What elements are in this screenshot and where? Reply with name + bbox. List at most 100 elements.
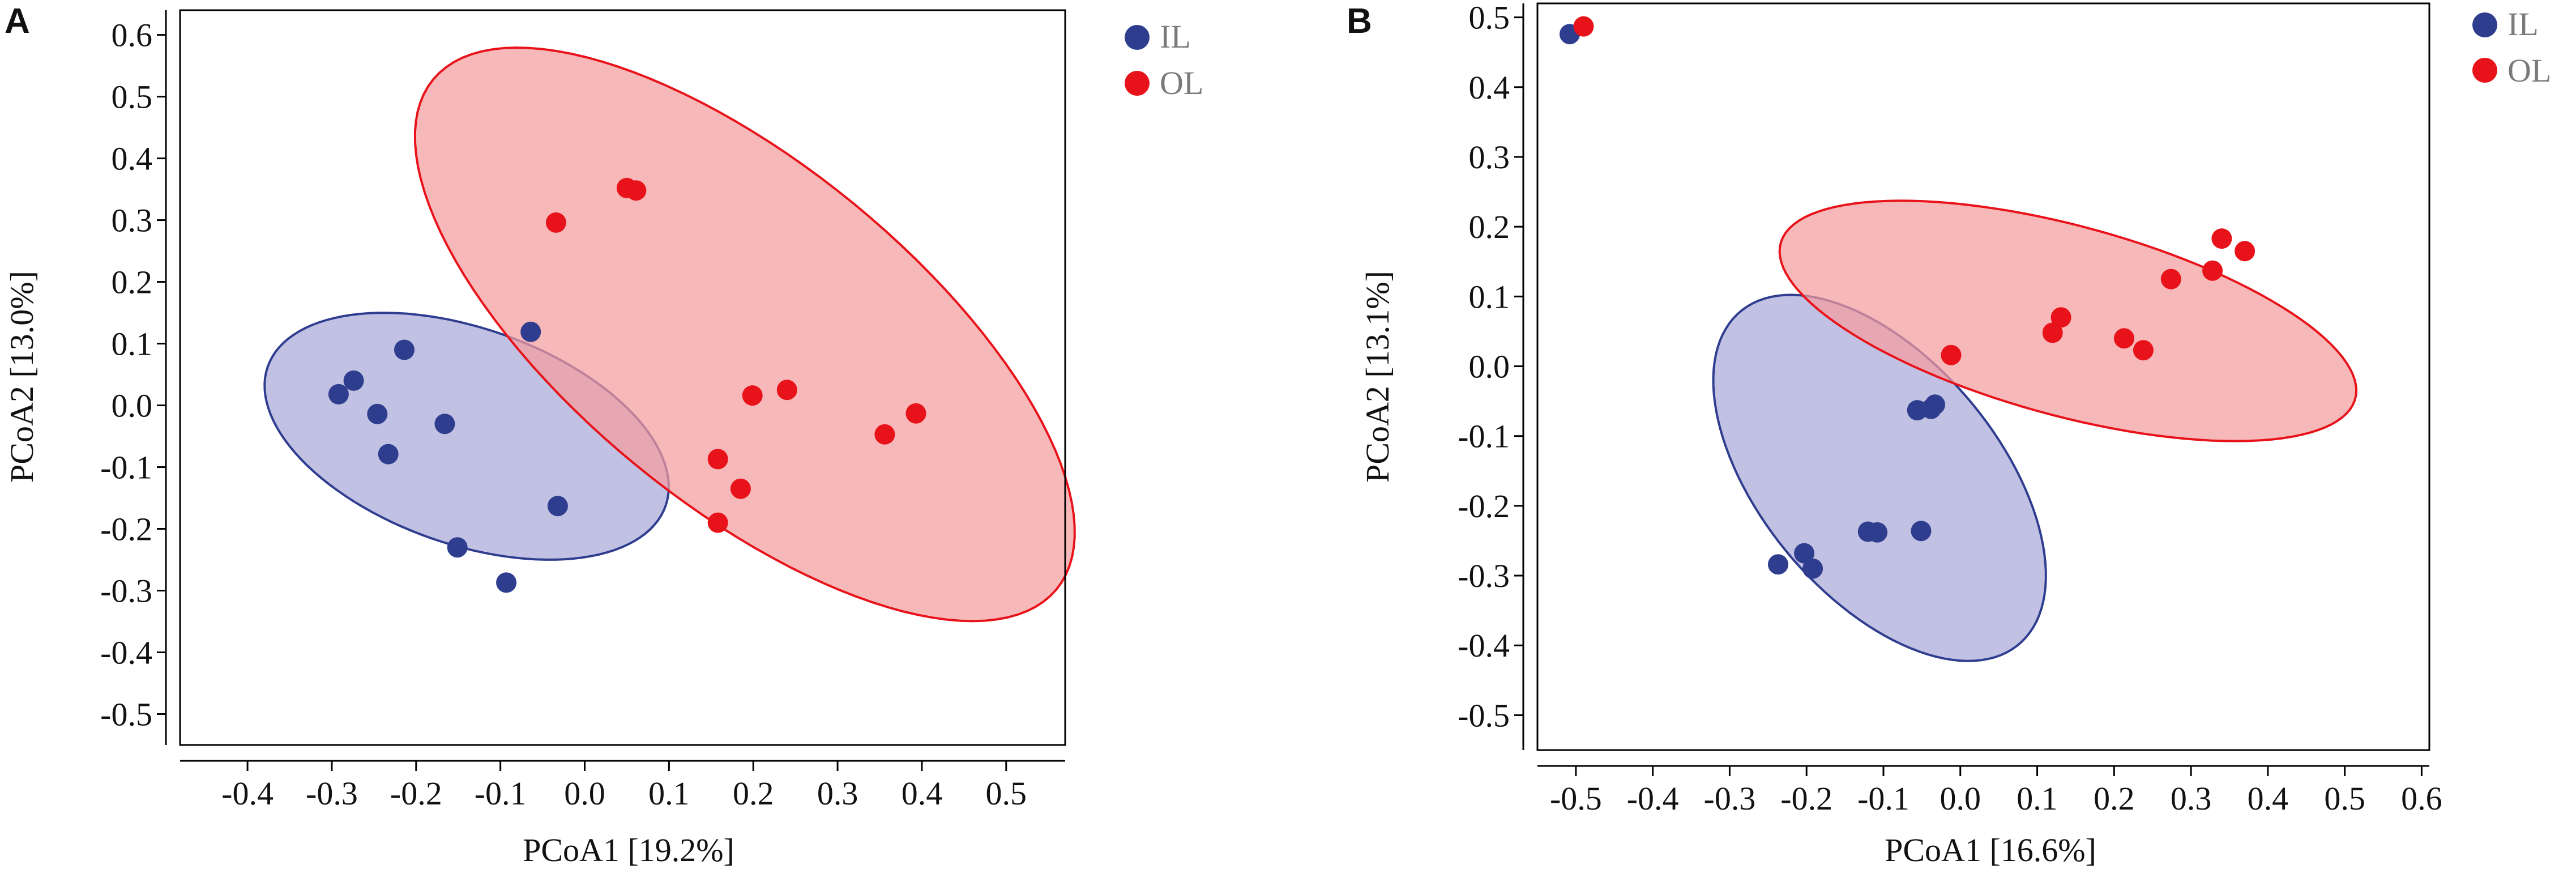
panel-a-ellipses [263, 46, 1076, 623]
panel-a-x-tick-label: -0.4 [221, 775, 274, 812]
panel-a-point-il-7 [520, 321, 541, 342]
panel-a-point-ol-1 [545, 212, 566, 233]
panel-b-x-tick-label: 0.6 [2401, 780, 2442, 817]
panel-b-x-tick-label: 0.2 [2094, 780, 2135, 817]
panel-b-x-axis-title: PCoA1 [16.6%] [1885, 832, 2096, 868]
panel-a-x-tick-label: 0.0 [564, 775, 605, 812]
panel-b-legend-marker-il [2472, 12, 2497, 37]
panel-a-y-tick-label: -0.5 [100, 696, 152, 733]
panel-b-y-tick-label: -0.4 [1458, 627, 1510, 664]
panel-a-point-il-3 [367, 403, 388, 424]
panel-b-x-tick-label: -0.4 [1627, 780, 1679, 817]
panel-b-y-axis-title: PCoA2 [13.1%] [1359, 271, 1396, 483]
panel-b-point-ol-4 [2050, 307, 2071, 328]
panel-a-plot-frame [179, 9, 1066, 746]
panel-a-point-ol-9 [730, 478, 751, 499]
panel-a-x-tick-label: -0.3 [306, 775, 358, 812]
panel-a-y-tick-label: -0.1 [100, 449, 152, 486]
panel-a-y-tick-label: -0.4 [100, 634, 152, 671]
panel-b-point-ol-8 [2202, 260, 2223, 281]
panel-b-y-tick-label: 0.4 [1469, 69, 1510, 106]
panel-a-point-ol-3 [626, 180, 647, 201]
panel-a-point-ol-10 [707, 512, 728, 533]
panel-a-y-tick-label: -0.3 [100, 573, 152, 610]
panel-a-x-tick-label: 0.4 [902, 775, 943, 812]
panel-b-x-tick-label: 0.3 [2171, 780, 2212, 817]
panel-a-point-ol-7 [905, 403, 926, 424]
panel-a-y-tick-label: 0.1 [112, 326, 153, 363]
panel-a-point-il-9 [447, 537, 468, 558]
panel-b-legend-label-il: IL [2507, 6, 2539, 42]
panel-a-point-il-5 [378, 444, 399, 465]
panel-b-point-il-4 [1925, 394, 1945, 415]
panel-b-x-tick-label: -0.5 [1550, 780, 1602, 817]
panel-b-ellipse-il [1712, 293, 2047, 662]
panel-b-y-tick-label: -0.5 [1458, 697, 1510, 734]
panel-a-label: A [5, 2, 30, 41]
panel-b-plot-frame [1536, 2, 2430, 751]
panel-b-legend-label-ol: OL [2507, 52, 2551, 89]
panel-b-point-il-6 [1794, 543, 1815, 564]
panel-a-legend-marker-il [1125, 25, 1150, 50]
panel-b-point-ol-5 [2114, 328, 2134, 349]
panel-b-x-tick-label: -0.1 [1857, 780, 1909, 817]
panel-b-x-tick-label: -0.2 [1780, 780, 1832, 817]
panel-b-point-il-10 [1911, 521, 1932, 542]
panel-a: A -0.4 -0.3 -0.2 -0.1 0.0 0.1 0.2 0.3 0.4 0.5 -0.… [3, 2, 1203, 868]
panel-b-legend-marker-ol [2472, 58, 2497, 83]
panel-a-ellipse-ol [413, 46, 1076, 623]
panel-a-y-tick-label: 0.5 [112, 79, 153, 116]
panel-a-y-tick-label: 0.0 [112, 387, 153, 424]
panel-a-x-axis: -0.4 -0.3 -0.2 -0.1 0.0 0.1 0.2 0.3 0.4 0.5 [180, 760, 1065, 812]
panel-a-point-ol-5 [776, 380, 797, 401]
panel-b-legend: IL OL [2472, 6, 2551, 89]
panel-a-point-ol-8 [707, 449, 728, 470]
panel-a-point-il-10 [496, 572, 517, 593]
panel-a-point-il-4 [394, 339, 415, 360]
panel-b-y-tick-label: 0.1 [1469, 278, 1510, 315]
panel-b-y-tick-label: -0.1 [1458, 418, 1510, 455]
panel-a-y-axis: -0.5 -0.4 -0.3 -0.2 -0.1 0.0 0.1 0.2 0.3 0.4 0.5 0.… [100, 10, 167, 745]
panel-b-label: B [1347, 2, 1372, 41]
panel-b-point-ol-3 [2042, 322, 2063, 343]
panel-a-x-tick-label: 0.2 [733, 775, 774, 812]
panel-a-y-tick-label: 0.3 [112, 202, 153, 239]
panel-a-point-il-8 [547, 496, 568, 517]
panel-b-point-ol-9 [2211, 228, 2232, 249]
panel-b-y-tick-label: 0.3 [1469, 139, 1510, 176]
panel-a-x-axis-title: PCoA1 [19.2%] [523, 832, 734, 868]
panel-b-x-axis: -0.5 -0.4 -0.3 -0.2 -0.1 0.0 0.1 0.2 0.3 0.4 0.5 0.… [1537, 765, 2442, 817]
panel-b-y-tick-label: -0.3 [1458, 557, 1510, 594]
panel-a-x-tick-label: -0.1 [475, 775, 527, 812]
panel-b-y-tick-label: -0.2 [1458, 488, 1510, 525]
panel-b-point-il-7 [1802, 558, 1823, 579]
panel-b-x-tick-label: 0.5 [2324, 780, 2365, 817]
panel-a-x-tick-label: 0.1 [648, 775, 690, 812]
panel-a-x-tick-label: 0.3 [817, 775, 858, 812]
panel-a-point-il-2 [343, 370, 364, 391]
panel-a-y-tick-label: 0.2 [112, 264, 153, 301]
panel-a-x-tick-label: 0.5 [986, 775, 1027, 812]
panel-b-x-tick-label: -0.3 [1704, 780, 1756, 817]
panel-a-point-il-6 [434, 414, 455, 435]
panel-a-point-il-1 [328, 384, 349, 404]
panel-b-point-ol-2 [1941, 344, 1962, 365]
panel-b-point-ol-1 [1573, 16, 1594, 37]
panel-a-y-tick-label: 0.4 [112, 140, 153, 177]
panel-a-legend-label-ol: OL [1160, 65, 1203, 101]
panel-b-x-tick-label: 0.0 [1940, 780, 1981, 817]
panel-a-x-tick-label: -0.2 [390, 775, 442, 812]
panel-a-legend: IL OL [1125, 18, 1203, 101]
panel-a-y-axis-title: PCoA2 [13.0%] [3, 271, 40, 483]
panel-b: B -0.5 -0.4 -0.3 -0.2 -0.1 0.0 0.1 0.2 0.3 0.4 0.5… [1347, 0, 2551, 868]
panel-a-point-ol-6 [874, 424, 895, 445]
panel-b-point-il-5 [1768, 554, 1788, 575]
panel-b-y-axis: -0.5 -0.4 -0.3 -0.2 -0.1 0.0 0.1 0.2 0.3 0.4 0.5 [1458, 0, 1524, 750]
panel-a-legend-label-il: IL [1160, 18, 1191, 55]
panel-b-point-il-9 [1867, 522, 1888, 543]
panel-a-point-ol-4 [742, 385, 763, 406]
panel-b-point-ol-10 [2235, 241, 2255, 262]
panel-a-points [328, 177, 926, 593]
panel-b-y-tick-label: 0.0 [1469, 348, 1510, 385]
panel-b-x-tick-label: 0.1 [2017, 780, 2058, 817]
